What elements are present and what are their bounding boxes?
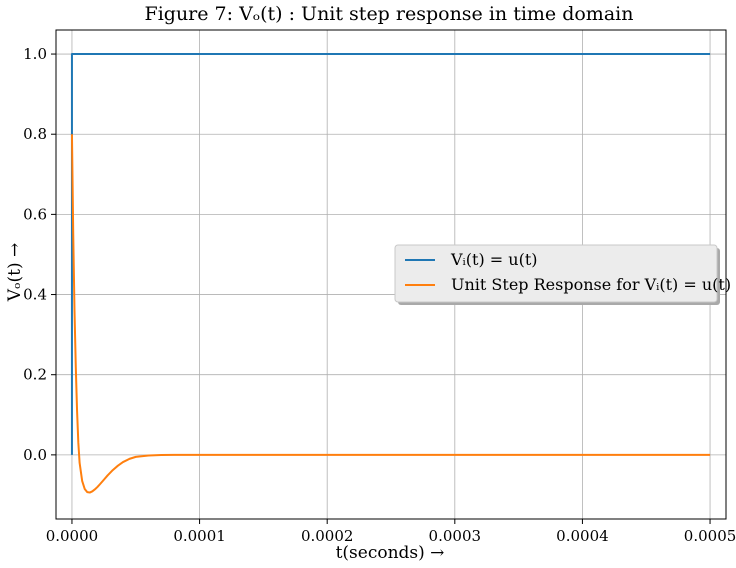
y-tick-label: 0.2 bbox=[23, 366, 47, 384]
legend-label-input: Vᵢ(t) = u(t) bbox=[450, 250, 537, 269]
x-tick-label: 0.0004 bbox=[556, 527, 609, 545]
step-response-line bbox=[70, 134, 711, 494]
y-tick-label: 0.8 bbox=[23, 125, 47, 143]
legend-label-response: Unit Step Response for Vᵢ(t) = u(t) bbox=[451, 275, 731, 294]
y-tick-label: 0.6 bbox=[23, 205, 47, 223]
x-tick-label: 0.0001 bbox=[173, 527, 226, 545]
chart-title: Figure 7: Vₒ(t) : Unit step response in … bbox=[145, 3, 634, 25]
y-tick-label: 1.0 bbox=[23, 45, 47, 63]
legend: Vᵢ(t) = u(t) Unit Step Response for Vᵢ(t… bbox=[394, 244, 731, 305]
y-axis-label: Vₒ(t) → bbox=[5, 243, 25, 303]
legend-box bbox=[394, 244, 718, 303]
plot-frame bbox=[55, 29, 727, 520]
x-tick-label: 0.0002 bbox=[301, 527, 354, 545]
x-tick-label: 0.0003 bbox=[429, 527, 482, 545]
input-step-line bbox=[70, 53, 711, 455]
y-tick-label: 0.4 bbox=[23, 286, 47, 304]
x-tick-label: 0.0000 bbox=[46, 527, 99, 545]
series-lines bbox=[70, 53, 711, 494]
grid-lines bbox=[56, 30, 726, 519]
x-tick-label: 0.0005 bbox=[684, 527, 736, 545]
axis-ticks: 0.0000 0.0001 0.0002 0.0003 0.0004 0.0005 0.0 0… bbox=[23, 45, 736, 545]
x-axis-label: t(seconds) → bbox=[336, 543, 445, 563]
y-tick-label: 0.0 bbox=[23, 446, 47, 464]
